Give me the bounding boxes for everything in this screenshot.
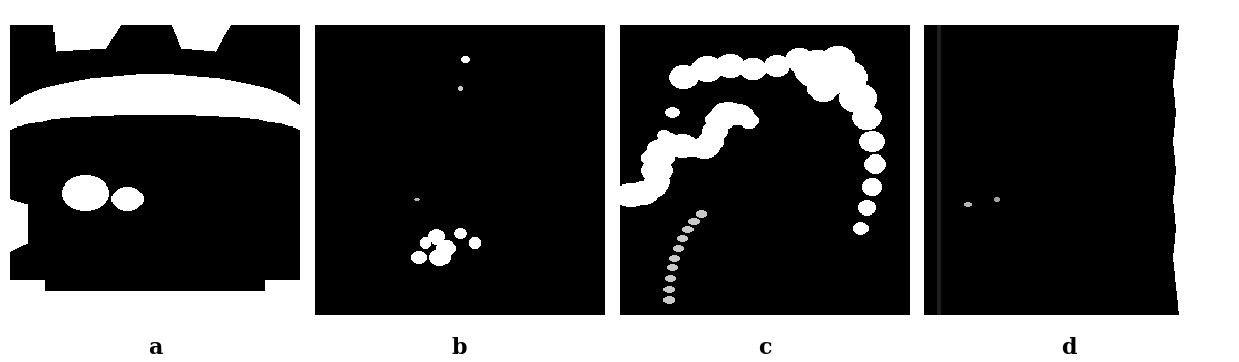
Text: c: c [758,337,771,359]
Text: a: a [147,337,162,359]
Text: d: d [1062,337,1077,359]
Text: b: b [452,337,467,359]
